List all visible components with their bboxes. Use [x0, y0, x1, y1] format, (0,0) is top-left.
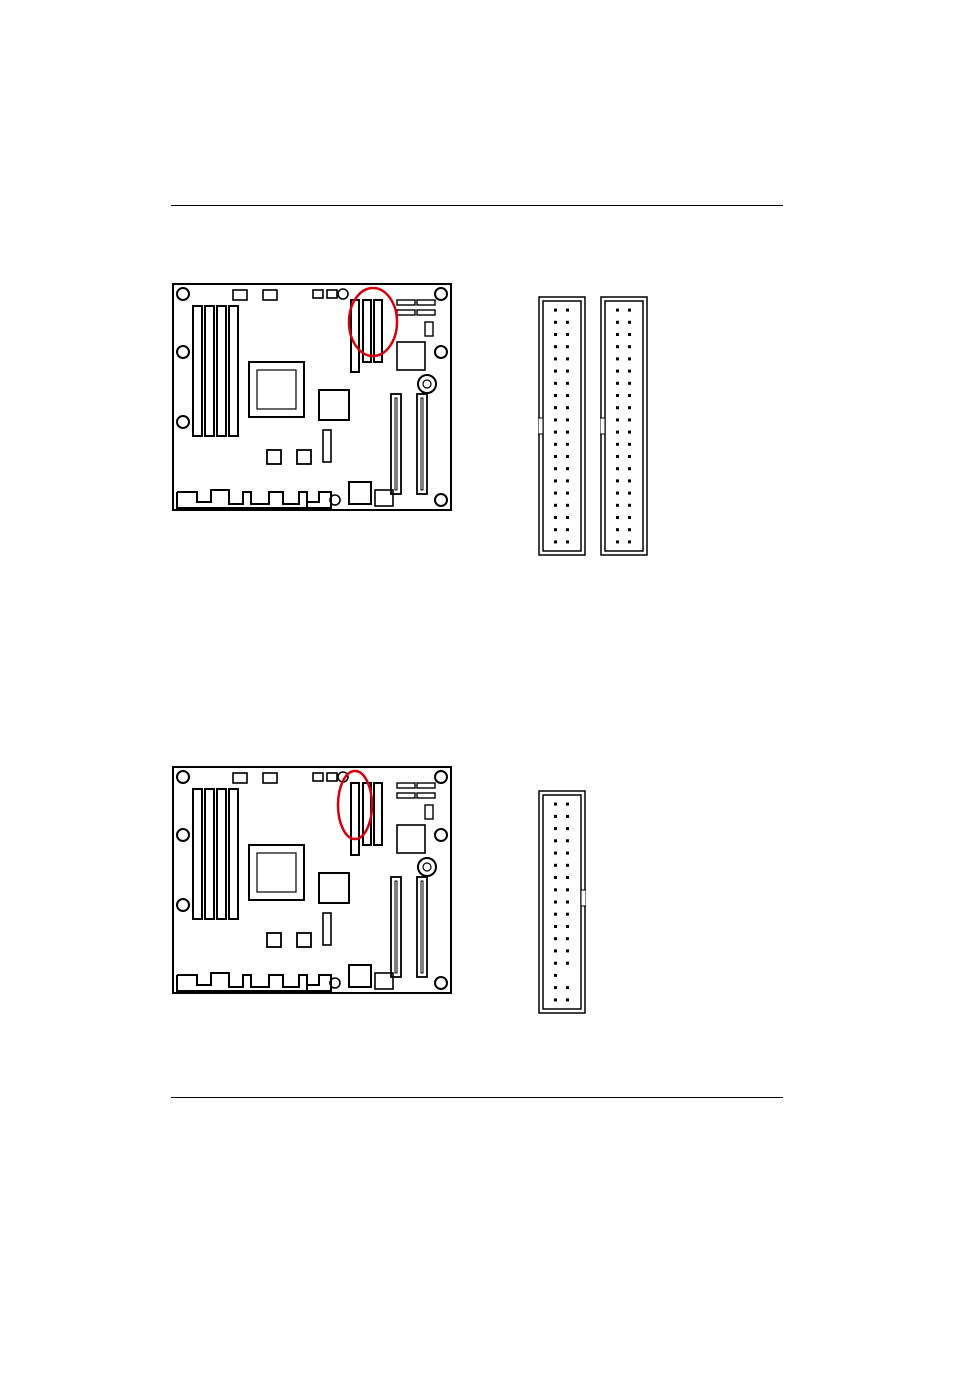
floppy-pins [554, 803, 569, 1002]
horizontal-rule-bottom [171, 1097, 783, 1098]
ide-pins-left [554, 309, 569, 544]
highlight-floppy-header [338, 771, 372, 839]
motherboard-diagram-floppy [171, 765, 453, 995]
horizontal-rule-top [171, 205, 783, 206]
ide-pins-right [616, 309, 631, 544]
floppy-connector [538, 790, 586, 1014]
ide-connector-left [538, 296, 586, 556]
motherboard-diagram-ide [171, 282, 453, 512]
ide-connector-right [600, 296, 648, 556]
